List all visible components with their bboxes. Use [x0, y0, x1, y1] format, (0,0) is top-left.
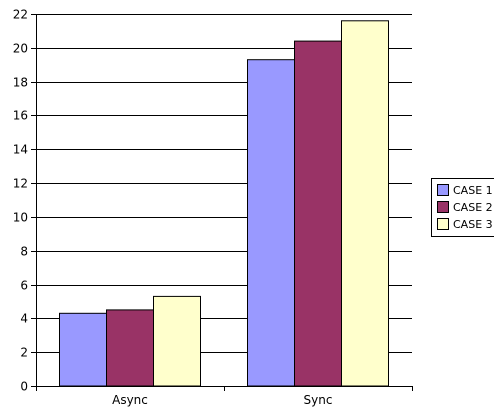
- y-tick-label: 22: [13, 8, 28, 22]
- legend: CASE 1 CASE 2 CASE 3: [431, 178, 494, 237]
- y-tick-label: 12: [13, 177, 28, 191]
- bars: [59, 20, 389, 387]
- bar-case-1-sync: [247, 59, 295, 387]
- bar-case-3-sync: [341, 20, 389, 387]
- y-tick-label: 14: [13, 143, 28, 157]
- legend-label: CASE 2: [453, 201, 493, 214]
- y-tick-label: 8: [20, 245, 28, 259]
- legend-label: CASE 3: [453, 218, 493, 231]
- bar-case-2-async: [106, 309, 154, 387]
- legend-swatch: [437, 218, 449, 230]
- x-category-label: Sync: [304, 393, 333, 407]
- legend-label: CASE 1: [453, 184, 493, 197]
- x-category-label: Async: [112, 393, 148, 407]
- legend-swatch: [437, 184, 449, 196]
- y-tick-label: 10: [13, 211, 28, 225]
- y-tick-label: 16: [13, 109, 28, 123]
- y-tick-label: 0: [20, 380, 28, 394]
- legend-swatch: [437, 201, 449, 213]
- bar-case-2-sync: [294, 40, 342, 387]
- y-tick-label: 4: [20, 312, 28, 326]
- y-tick-label: 2: [20, 346, 28, 360]
- bar-case-3-async: [153, 295, 201, 387]
- bar-case-1-async: [59, 312, 107, 387]
- y-tick-label: 20: [13, 42, 28, 56]
- y-tick-label: 6: [20, 279, 28, 293]
- y-tick-label: 18: [13, 76, 28, 90]
- axes: 0 2 4 6 8 10 12 14 16 18 20 22 Async Sync: [13, 8, 413, 407]
